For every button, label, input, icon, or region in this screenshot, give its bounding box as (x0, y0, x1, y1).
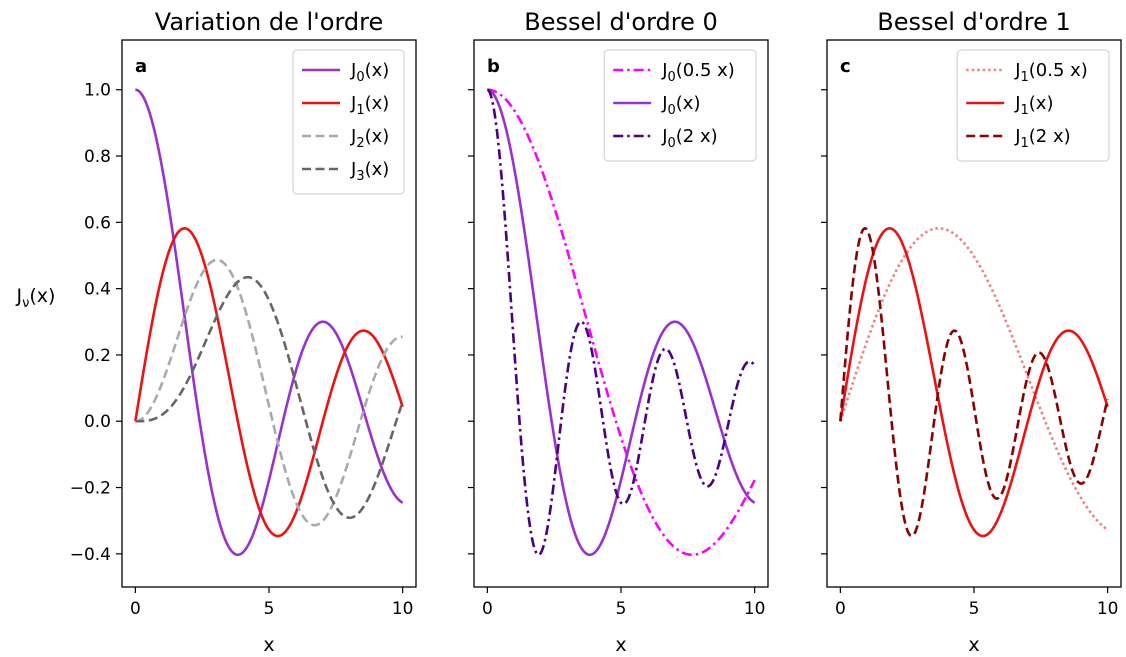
x-tick-label: 0 (482, 599, 493, 619)
y-tick-label: −0.4 (70, 545, 111, 565)
y-tick-label: 0.8 (84, 147, 111, 167)
x-tick-label: 5 (969, 599, 980, 619)
y-axis-label-sub: ν (22, 296, 29, 311)
legend-entry: J0(x) (350, 60, 389, 85)
series-line-1 (839, 227, 1109, 538)
y-axis-label-tail: (x) (29, 285, 55, 307)
y-tick-label: 1.0 (84, 81, 111, 101)
series-line-0 (839, 227, 1109, 531)
x-tick-label: 0 (835, 599, 846, 619)
panel-c-xlabel: x (968, 634, 979, 656)
series-line-2 (134, 258, 404, 527)
legend-entry: J0(2 x) (661, 126, 717, 151)
series-line-1 (134, 227, 404, 538)
series-line-1 (486, 88, 756, 557)
legend-entry: J3(x) (350, 159, 389, 184)
panel-b-letter: b (487, 56, 500, 77)
legend-box (292, 49, 405, 195)
axes-frame (121, 39, 417, 588)
y-tick-label: 0.6 (84, 213, 111, 233)
y-tick-label: 0.2 (84, 346, 111, 366)
series-line-2 (486, 88, 756, 557)
y-axis-label-main: J (16, 285, 23, 307)
y-axis-label: Jν(x) (16, 285, 56, 311)
legend-entry: J1(x) (1014, 93, 1053, 118)
x-tick-label: 10 (1097, 599, 1119, 619)
legend-box (956, 49, 1110, 162)
panel-a-title: Variation de l'ordre (155, 8, 383, 36)
series-line-0 (486, 88, 756, 557)
series-line-0 (134, 88, 404, 557)
panel-a: Variation de l'ordre a x −0.4 −0.2 0.0 0.2 0… (70, 8, 417, 656)
axes-frame (826, 39, 1122, 588)
x-tick-label: 10 (744, 599, 766, 619)
panel-c-title: Bessel d'ordre 1 (877, 8, 1071, 36)
legend-entry: J0(x) (661, 93, 700, 118)
panel-b-title: Bessel d'ordre 0 (524, 8, 718, 36)
x-tick-label: 0 (130, 599, 141, 619)
legend-entry: J2(x) (350, 126, 389, 151)
axes-frame (473, 39, 769, 588)
panel-b-xlabel: x (615, 634, 626, 656)
y-tick-label: 0.0 (84, 412, 111, 432)
panel-c: Bessel d'ordre 1 c x 0 5 10 J1(0.5 x) J1(x) J… (821, 8, 1122, 656)
legend-box (603, 49, 757, 162)
panel-b: Bessel d'ordre 0 b x 0 5 10 J0(0.5 x) J0(x) J… (468, 8, 769, 656)
x-tick-label: 10 (392, 599, 414, 619)
panel-a-letter: a (135, 56, 147, 77)
legend-entry: J1(2 x) (1014, 126, 1070, 151)
series-line-2 (839, 227, 1109, 538)
panel-c-letter: c (840, 56, 851, 77)
legend-entry: J1(x) (350, 93, 389, 118)
y-tick-label: −0.2 (70, 479, 111, 499)
x-tick-label: 5 (264, 599, 275, 619)
legend-entry: J0(0.5 x) (661, 60, 735, 85)
y-tick-label: 0.4 (84, 280, 111, 300)
panel-a-xlabel: x (263, 634, 274, 656)
x-tick-label: 5 (616, 599, 627, 619)
legend-entry: J1(0.5 x) (1014, 60, 1088, 85)
series-line-3 (134, 275, 404, 520)
